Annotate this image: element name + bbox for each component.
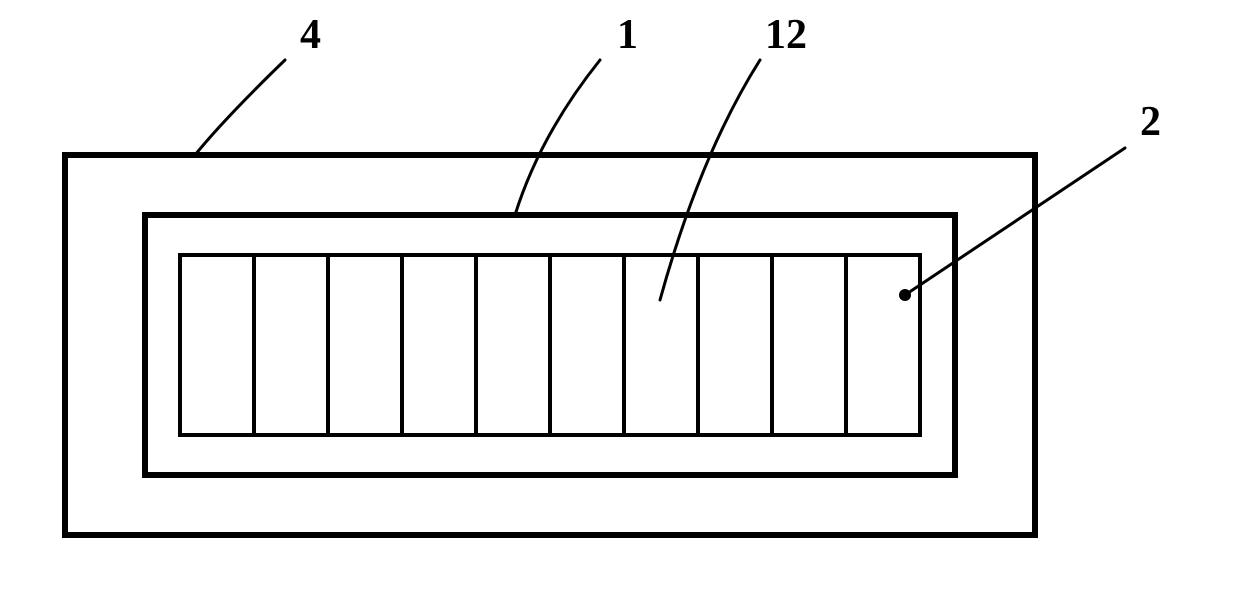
leader-tip-l2 [899,289,911,301]
callout-l2: 2 [1140,99,1161,145]
callout-l12: 12 [765,12,807,58]
callout-l1: 1 [617,12,638,58]
callout-l4: 4 [300,12,321,58]
canvas-bg [0,0,1239,595]
diagram: 4 1 12 2 [0,0,1239,595]
